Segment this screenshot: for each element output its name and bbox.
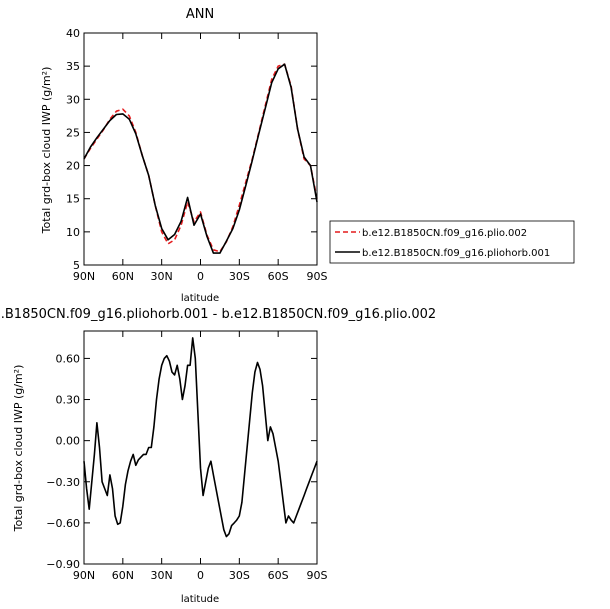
bottom-chart-title: b.e12.B1850CN.f09_g16.pliohorb.001 - b.e… [0,307,436,322]
legend: b.e12.B1850CN.f09_g16.plio.002 b.e12.B18… [329,220,575,264]
bottom-x-tick-label: 90N [73,569,95,582]
top-y-tick-label: 25 [66,126,80,139]
bottom-series-lines [83,337,318,538]
top-series-line-1 [83,63,318,254]
top-x-tick-label: 60N [112,270,134,283]
top-y-tick-label: 5 [73,259,80,272]
top-series-line-0 [83,63,318,253]
top-x-tick-label: 30S [229,270,250,283]
top-panel: ANN Total grd-box cloud IWP (g/m²) latit… [40,7,328,304]
bottom-axis-ticks: 90N 60N 30N 0 30S 60S 90S −0.90 −0.60 −0.30 0.00 0.… [46,331,328,582]
top-y-tick-label: 20 [66,160,80,173]
top-x-tick-label: 30N [151,270,173,283]
top-y-tick-label: 15 [66,193,80,206]
top-x-axis-label: latitude [181,293,219,304]
top-x-tick-label: 60S [268,270,289,283]
bottom-x-axis-label: latitude [181,594,219,605]
top-x-tick-label: 90S [307,270,328,283]
bottom-series-line-0 [83,337,318,538]
top-y-tick-label: 35 [66,60,80,73]
top-series-lines [83,63,318,254]
top-y-tick-label: 10 [66,226,80,239]
bottom-x-tick-label: 30N [151,569,173,582]
top-x-tick-label: 90N [73,270,95,283]
bottom-x-tick-label: 90S [307,569,328,582]
bottom-y-tick-label: 0.00 [56,435,81,448]
legend-box [329,220,575,264]
bottom-y-axis-label: Total grd-box cloud IWP (g/m²) [12,365,25,533]
bottom-y-tick-label: 0.60 [56,352,81,365]
top-y-tick-label: 30 [66,93,80,106]
legend-label-plio: b.e12.B1850CN.f09_g16.plio.002 [362,228,527,239]
top-plot-frame [83,32,318,266]
bottom-x-tick-label: 0 [197,569,204,582]
top-y-axis-label: Total grd-box cloud IWP (g/m²) [40,67,53,235]
bottom-y-tick-label: −0.60 [46,517,80,530]
bottom-x-tick-label: 60N [112,569,134,582]
top-axis-ticks: 90N 60N 30N 0 30S 60S 90S 5 10 15 20 25 30 35 40 [66,27,328,283]
top-chart-title: ANN [186,7,214,22]
bottom-plot-frame [83,330,318,565]
bottom-y-tick-label: −0.90 [46,558,80,571]
legend-label-pliohorb: b.e12.B1850CN.f09_g16.pliohorb.001 [362,248,550,259]
top-y-tick-label: 40 [66,27,80,40]
bottom-panel: b.e12.B1850CN.f09_g16.pliohorb.001 - b.e… [0,307,436,605]
bottom-y-tick-label: −0.30 [46,476,80,489]
bottom-y-tick-label: 0.30 [56,394,81,407]
bottom-x-tick-label: 30S [229,569,250,582]
top-x-tick-label: 0 [197,270,204,283]
bottom-x-tick-label: 60S [268,569,289,582]
